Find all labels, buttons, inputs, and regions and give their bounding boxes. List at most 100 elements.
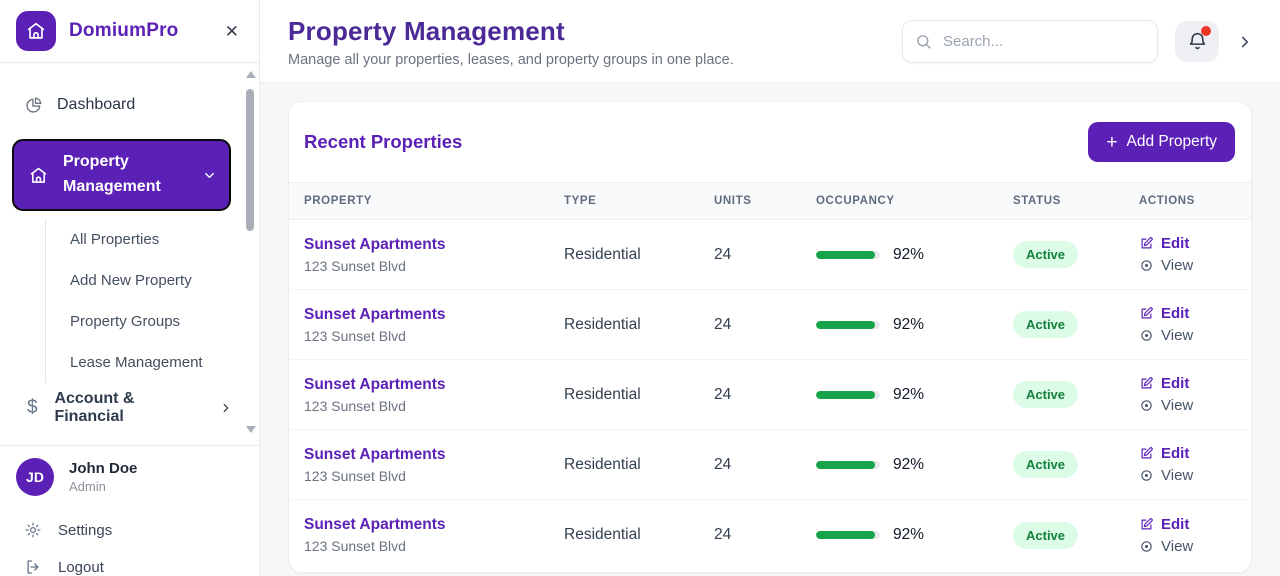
sidebar-scrollbar[interactable] xyxy=(245,69,256,435)
avatar: JD xyxy=(16,458,54,496)
bell-icon xyxy=(1187,31,1208,52)
view-icon xyxy=(1139,398,1154,413)
edit-label: Edit xyxy=(1161,515,1190,533)
view-label: View xyxy=(1161,467,1194,484)
edit-icon xyxy=(1139,236,1154,251)
view-label: View xyxy=(1161,327,1194,344)
actions-cell: Edit View xyxy=(1139,305,1251,344)
property-address: 123 Sunset Blvd xyxy=(304,257,406,274)
view-button[interactable]: View xyxy=(1139,538,1251,555)
sidebar-item-logout[interactable]: Logout xyxy=(16,558,243,576)
sidebar-item-label: Settings xyxy=(58,521,113,539)
property-name[interactable]: Sunset Apartments xyxy=(304,445,446,463)
property-address: 123 Sunset Blvd xyxy=(304,538,406,554)
user-name: John Doe xyxy=(69,460,138,477)
actions-cell: Edit View xyxy=(1139,375,1251,414)
property-name[interactable]: Sunset Apartments xyxy=(304,375,446,393)
sidebar-subitem-all-properties[interactable]: All Properties xyxy=(70,231,160,248)
scrollbar-thumb[interactable] xyxy=(246,89,254,231)
property-units: 24 xyxy=(714,245,732,263)
edit-icon xyxy=(1139,306,1154,321)
search-input[interactable] xyxy=(902,20,1158,63)
search-icon xyxy=(915,33,932,50)
occupancy-bar-fill xyxy=(816,250,875,259)
property-type: Residential xyxy=(564,526,641,543)
sidebar-item-account-financial[interactable]: $ Account & Financial xyxy=(12,388,233,428)
page-subtitle: Manage all your properties, leases, and … xyxy=(288,51,734,68)
view-label: View xyxy=(1161,397,1194,414)
actions-cell: Edit View xyxy=(1139,445,1251,484)
edit-button[interactable]: Edit xyxy=(1139,375,1251,392)
occupancy-bar xyxy=(816,390,880,399)
home-icon xyxy=(28,165,49,186)
sidebar-item-dashboard[interactable]: Dashboard xyxy=(12,85,233,125)
search-box xyxy=(902,20,1158,63)
page-title: Property Management xyxy=(288,15,565,46)
occupancy-bar-fill xyxy=(816,390,875,399)
table-row: Sunset Apartments 123 Sunset Blvd Reside… xyxy=(289,220,1251,290)
edit-button[interactable]: Edit xyxy=(1139,516,1251,533)
occupancy-value: 92% xyxy=(893,385,925,403)
column-header-actions: ACTIONS xyxy=(1139,195,1195,207)
sidebar-user-section: JD John Doe Admin Settings Logout xyxy=(0,445,259,576)
view-icon xyxy=(1139,258,1154,273)
sidebar-item-property-management[interactable]: Property Management xyxy=(12,139,231,211)
user-profile[interactable]: JD John Doe Admin xyxy=(16,456,243,502)
view-icon xyxy=(1139,328,1154,343)
status-badge: Active xyxy=(1013,451,1079,478)
scroll-down-arrow[interactable] xyxy=(246,426,256,433)
occupancy-cell: 92% xyxy=(816,386,1013,404)
occupancy-value: 92% xyxy=(893,455,925,473)
edit-button[interactable]: Edit xyxy=(1139,445,1251,462)
property-units: 24 xyxy=(714,526,732,543)
sidebar: DomiumPro ✕ Dashboard Property Managemen… xyxy=(0,0,260,576)
chevron-right-icon xyxy=(219,401,233,415)
view-label: View xyxy=(1161,257,1194,274)
plus-icon: + xyxy=(1106,131,1118,153)
column-header-type: TYPE xyxy=(564,195,597,207)
view-button[interactable]: View xyxy=(1139,327,1251,344)
view-button[interactable]: View xyxy=(1139,467,1251,484)
card-header: Recent Properties + Add Property xyxy=(289,102,1251,182)
actions-cell: Edit View xyxy=(1139,235,1251,274)
sidebar-item-settings[interactable]: Settings xyxy=(16,521,243,539)
edit-label: Edit xyxy=(1161,445,1190,462)
status-badge: Active xyxy=(1013,241,1079,268)
scroll-up-arrow[interactable] xyxy=(246,71,256,78)
sidebar-subitem-property-groups[interactable]: Property Groups xyxy=(70,313,181,330)
property-name[interactable]: Sunset Apartments xyxy=(304,305,446,323)
property-name[interactable]: Sunset Apartments xyxy=(304,516,446,533)
occupancy-bar-fill xyxy=(816,460,875,469)
add-property-button[interactable]: + Add Property xyxy=(1088,122,1235,162)
table-header: PROPERTY TYPE UNITS OCCUPANCY STATUS ACT… xyxy=(289,182,1251,220)
home-icon xyxy=(25,20,47,42)
column-header-status: STATUS xyxy=(1013,195,1061,207)
edit-button[interactable]: Edit xyxy=(1139,235,1251,252)
table-row: Sunset Apartments 123 Sunset Blvd Reside… xyxy=(289,430,1251,500)
table-row: Sunset Apartments 123 Sunset Blvd Reside… xyxy=(289,290,1251,360)
gear-icon xyxy=(24,521,42,539)
chevron-down-icon xyxy=(202,168,217,183)
brand-name: DomiumPro xyxy=(69,20,179,41)
property-name[interactable]: Sunset Apartments xyxy=(304,235,446,253)
dollar-icon: $ xyxy=(26,397,38,418)
occupancy-cell: 92% xyxy=(816,456,1013,474)
chevron-right-icon[interactable] xyxy=(1236,33,1254,51)
view-button[interactable]: View xyxy=(1139,257,1251,274)
notification-badge xyxy=(1201,26,1211,36)
property-type: Residential xyxy=(564,455,641,473)
sidebar-subitem-add-new-property[interactable]: Add New Property xyxy=(70,272,192,289)
sidebar-subitem-lease-management[interactable]: Lease Management xyxy=(70,354,203,371)
property-units: 24 xyxy=(714,385,732,403)
sidebar-nav: Dashboard Property Management All Proper… xyxy=(0,63,259,445)
status-badge: Active xyxy=(1013,311,1079,338)
header-actions xyxy=(902,20,1254,63)
notifications-button[interactable] xyxy=(1175,21,1219,62)
edit-icon xyxy=(1139,517,1154,532)
add-property-label: Add Property xyxy=(1126,133,1217,150)
view-button[interactable]: View xyxy=(1139,397,1251,414)
close-sidebar-button[interactable]: ✕ xyxy=(221,19,243,44)
occupancy-value: 92% xyxy=(893,315,925,333)
sidebar-item-label: Property Management xyxy=(63,153,161,195)
edit-button[interactable]: Edit xyxy=(1139,305,1251,322)
